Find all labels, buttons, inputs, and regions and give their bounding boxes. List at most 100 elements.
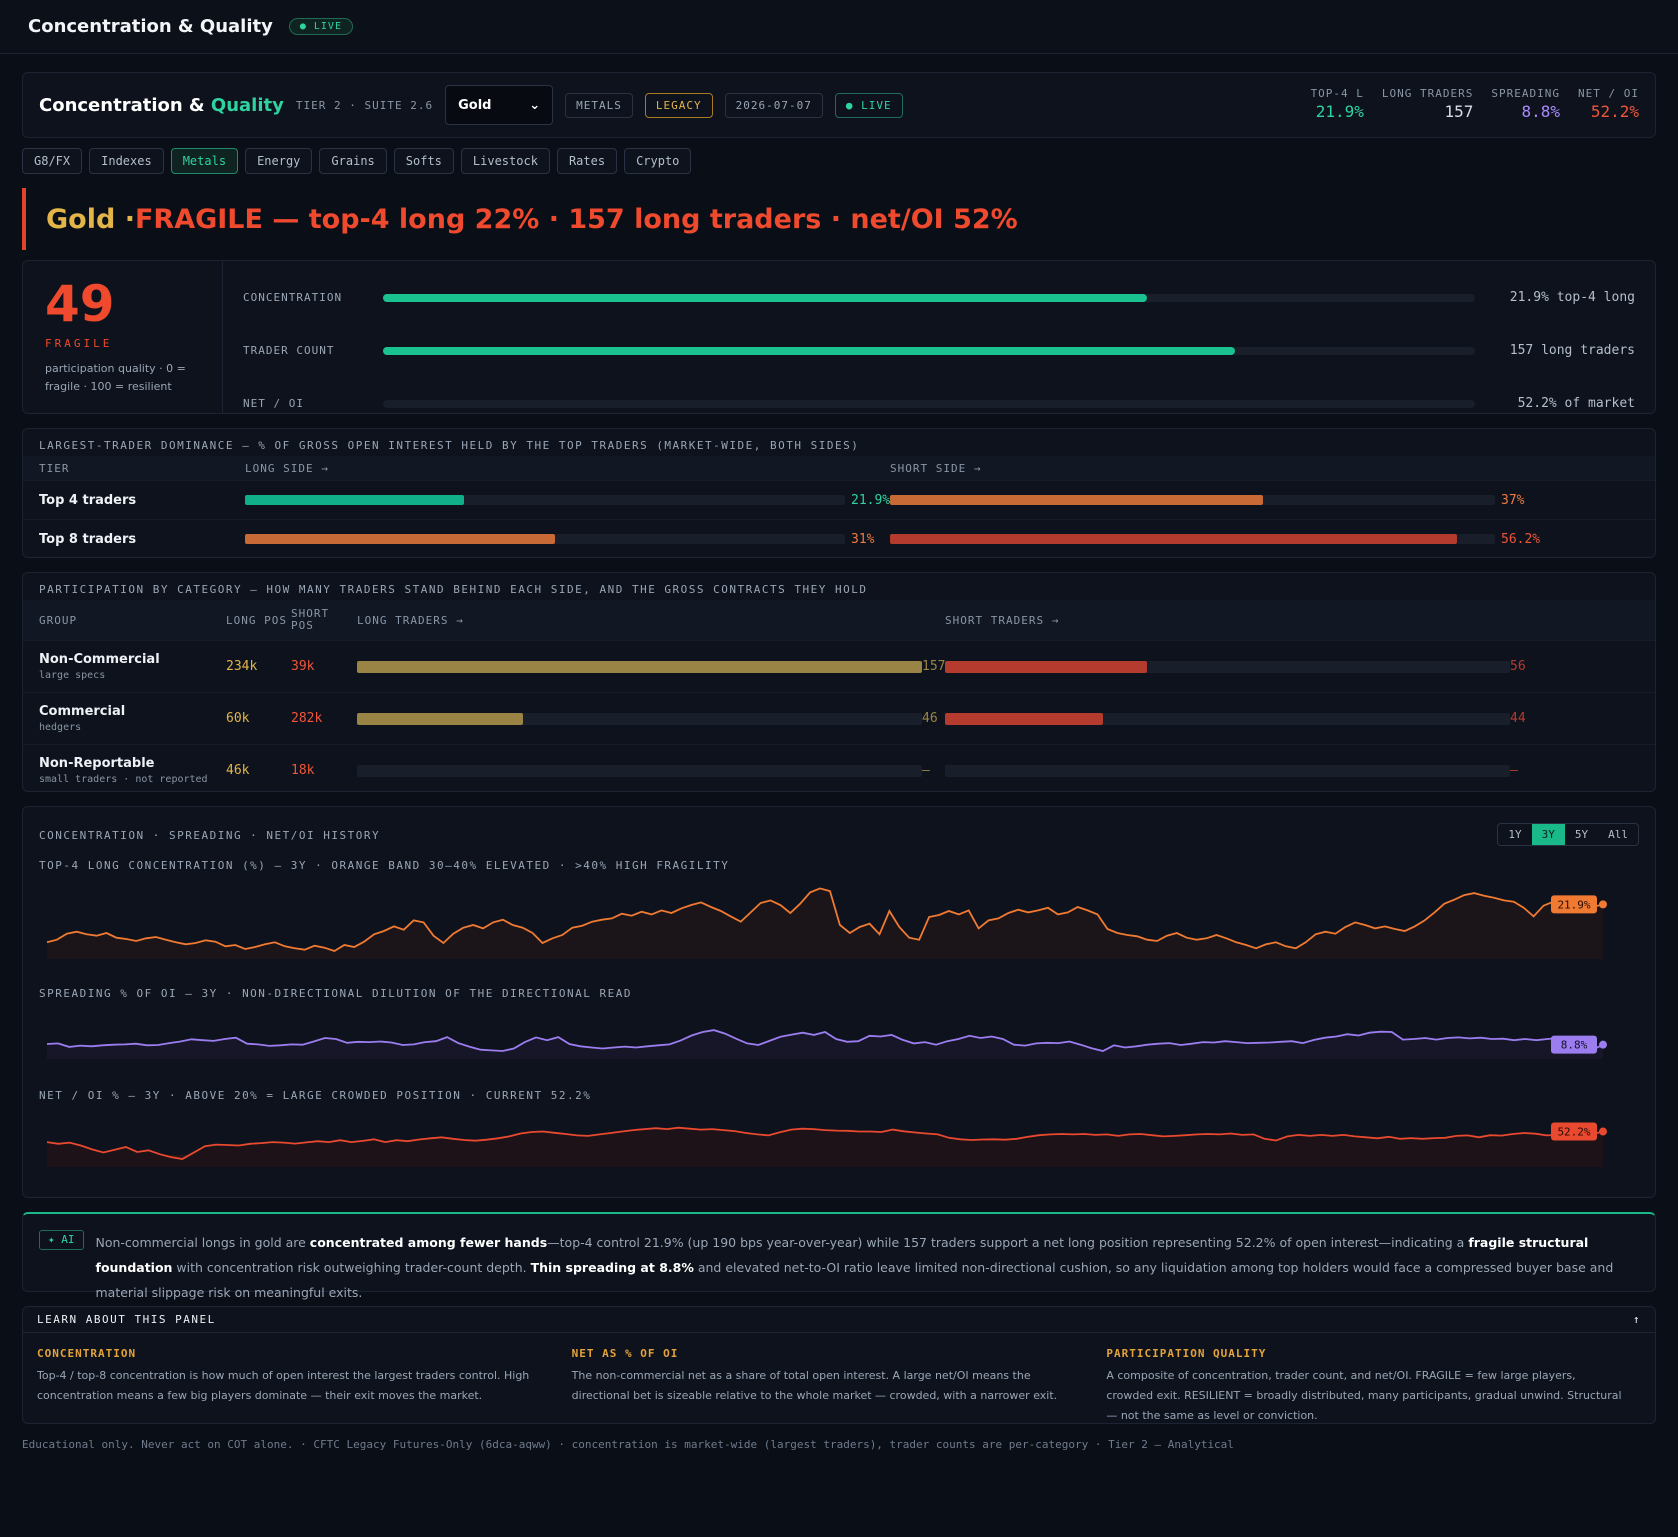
table-row: Non-Reportable small traders · not report… xyxy=(23,744,1655,796)
learn-column: CONCENTRATION Top-4 / top-8 concentration… xyxy=(37,1347,530,1402)
tab-livestock[interactable]: Livestock xyxy=(460,148,550,174)
gauge-fill xyxy=(383,293,1148,302)
market-select[interactable]: Gold ⌄ xyxy=(445,85,554,125)
range-all[interactable]: All xyxy=(1608,828,1628,841)
learn-panel: LEARN ABOUT THIS PANEL ↑ CONCENTRATION Top… xyxy=(22,1306,1656,1424)
participation-header: GROUP LONG POS SHORT POS LONG TRADERS → … xyxy=(23,600,1655,640)
sector-tabs: G8/FX Indexes Metals Energy Grains Softs Lives… xyxy=(22,148,1656,174)
participation-table: PARTICIPATION BY CATEGORY — HOW MANY TRA… xyxy=(22,572,1656,792)
concentration-chart-label: TOP-4 LONG CONCENTRATION (%) — 3Y · ORAN… xyxy=(39,859,730,872)
learn-column: NET AS % OF OI The non-commercial net as … xyxy=(571,1347,1058,1402)
spreading_pct_oi-badge-label: 8.8% xyxy=(1561,1039,1588,1052)
net_oi_pct-line xyxy=(46,1126,1604,1160)
range-3y[interactable]: 3Y xyxy=(1531,824,1565,845)
top4_long_concentration-line xyxy=(46,887,1604,952)
dominance-bar xyxy=(245,534,845,544)
score-value: 49 xyxy=(45,275,115,333)
live-badge: ● LIVE xyxy=(288,18,353,35)
dominance-bar xyxy=(890,495,1495,505)
tab-energy[interactable]: Energy xyxy=(245,148,313,174)
dominance-bar-fill xyxy=(890,495,1264,505)
dominance-bar xyxy=(890,534,1495,544)
trader-bar xyxy=(357,660,922,673)
top-bar: Concentration & Quality ● LIVE xyxy=(0,0,1678,54)
gauge-fill xyxy=(383,346,1235,355)
report-chip: LEGACY xyxy=(644,92,713,118)
history-panel: CONCENTRATION · SPREADING · NET/OI HISTO… xyxy=(22,806,1656,1198)
tier-label: TIER 2 · SUITE 2.6 xyxy=(295,98,434,112)
participation-title: PARTICIPATION BY CATEGORY — HOW MANY TRA… xyxy=(39,583,868,596)
learn-column: PARTICIPATION QUALITY A composite of conc… xyxy=(1106,1347,1622,1422)
spreading_pct_oi-area xyxy=(47,1030,1603,1059)
tab-g8fx[interactable]: G8/FX xyxy=(22,148,83,174)
ai-tag: ✦ AI xyxy=(39,1230,84,1250)
chevron-down-icon: ⌄ xyxy=(529,97,541,113)
trader-bar-fill xyxy=(357,660,922,673)
top4_long_concentration-endpoint xyxy=(1599,900,1607,909)
dominance-title: LARGEST-TRADER DOMINANCE — % OF GROSS OP… xyxy=(39,439,860,452)
dominance-header: TIER LONG SIDE → SHORT SIDE → xyxy=(23,456,1655,480)
dominance-bar-fill xyxy=(890,534,1457,544)
gauge-row: CONCENTRATION 21.9% top-4 long xyxy=(243,290,1635,305)
component-gauges: CONCENTRATION 21.9% top-4 long TRADER COUN… xyxy=(223,261,1655,413)
quality-scorecard: 49 FRAGILE participation quality · 0 = f… xyxy=(22,260,1656,414)
range-selector: 1Y 3Y 5Y All xyxy=(1497,823,1639,846)
dominance-bar-fill xyxy=(245,534,555,544)
trader-bar-fill xyxy=(945,660,1147,673)
panel-header: Concentration & Quality TIER 2 · SUITE 2… xyxy=(22,72,1656,138)
net_oi_pct-endpoint xyxy=(1599,1127,1607,1136)
trader-bar xyxy=(357,712,922,725)
gauge-row: TRADER COUNT 157 long traders xyxy=(243,343,1635,358)
footer-disclaimer: Educational only. Never act on COT alone… xyxy=(22,1438,1234,1451)
ai-summary-text: Non-commercial longs in gold are concent… xyxy=(95,1235,1614,1300)
trader-bar xyxy=(357,764,922,777)
tab-crypto[interactable]: Crypto xyxy=(624,148,692,174)
history-title: CONCENTRATION · SPREADING · NET/OI HISTO… xyxy=(39,829,381,842)
trader-bar-fill xyxy=(357,712,523,725)
top4_long_concentration-badge xyxy=(1551,895,1597,914)
table-row: Top 8 traders 31% 56.2% xyxy=(23,519,1655,558)
range-1y[interactable]: 1Y xyxy=(1508,828,1522,841)
panel-title: Concentration & Quality xyxy=(39,94,284,116)
kpi-strip: TOP-4 L 21.9% LONG TRADERS 157 SPREADING 8.8%… xyxy=(1311,87,1639,121)
kpi-2: SPREADING 8.8% xyxy=(1491,87,1561,121)
table-row: Non-Commercial large specs 234k 39k 157 56 xyxy=(23,640,1655,692)
headline: Gold · FRAGILE — top-4 long 22% · 157 lo… xyxy=(22,188,1656,250)
live-chip: ● LIVE xyxy=(834,92,903,118)
gauge-track xyxy=(383,346,1475,355)
dominance-bar-fill xyxy=(245,495,464,505)
tab-grains[interactable]: Grains xyxy=(319,148,387,174)
kpi-3: NET / OI 52.2% xyxy=(1578,87,1639,121)
table-row: Commercial hedgers 60k 282k 46 44 xyxy=(23,692,1655,744)
sector-chip: METALS xyxy=(565,92,633,118)
panel: Concentration & Quality TIER 2 · SUITE 2… xyxy=(22,72,1656,1451)
net_oi_pct-badge xyxy=(1551,1122,1597,1141)
trader-bar xyxy=(945,712,1510,725)
trader-bar xyxy=(945,660,1510,673)
chevron-up-icon: ↑ xyxy=(1632,1313,1641,1326)
spreading_pct_oi-endpoint xyxy=(1599,1040,1607,1049)
history-charts: 21.9% 8.8% 52.2% xyxy=(46,887,1607,1167)
top4_long_concentration-badge-label: 21.9% xyxy=(1557,898,1590,911)
tab-softs[interactable]: Softs xyxy=(393,148,454,174)
kpi-0: TOP-4 L 21.9% xyxy=(1310,87,1364,121)
spreading_pct_oi-badge xyxy=(1551,1035,1597,1054)
ai-summary: ✦ AI Non-commercial longs in gold are co… xyxy=(22,1212,1656,1300)
tab-indexes[interactable]: Indexes xyxy=(89,148,164,174)
trader-bar-fill xyxy=(945,712,1104,725)
gauge-row: NET / OI 52.2% of market xyxy=(243,396,1635,411)
spreading_pct_oi-line xyxy=(46,1029,1604,1052)
net_oi_pct-badge-label: 52.2% xyxy=(1557,1126,1590,1139)
tab-rates[interactable]: Rates xyxy=(556,148,618,174)
kpi-1: LONG TRADERS 157 xyxy=(1381,87,1474,121)
range-5y[interactable]: 5Y xyxy=(1574,828,1589,841)
trader-bar xyxy=(945,764,1510,777)
quality-score: 49 FRAGILE participation quality · 0 = f… xyxy=(23,261,223,413)
score-description: participation quality · 0 = fragile · 10… xyxy=(45,362,186,393)
app-title: Concentration & Quality xyxy=(28,16,273,37)
tab-metals[interactable]: Metals xyxy=(170,148,239,174)
net_oi_pct-area xyxy=(47,1127,1603,1167)
table-row: Top 4 traders 21.9% 37% xyxy=(23,480,1655,519)
netoi-chart-label: NET / OI % — 3Y · ABOVE 20% = LARGE CROW… xyxy=(39,1089,592,1102)
learn-toggle[interactable]: LEARN ABOUT THIS PANEL ↑ xyxy=(23,1307,1655,1333)
